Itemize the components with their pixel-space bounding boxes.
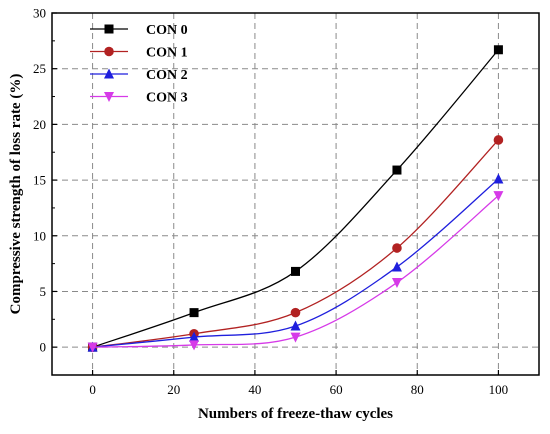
y-tick-label: 0 bbox=[40, 340, 47, 355]
data-point bbox=[392, 165, 402, 175]
data-point bbox=[87, 342, 98, 353]
y-tick-label: 30 bbox=[33, 6, 46, 21]
y-tick-label: 10 bbox=[33, 228, 46, 243]
legend-label: CON 1 bbox=[146, 46, 188, 61]
y-tick-label: 15 bbox=[33, 173, 46, 188]
x-tick-label: 80 bbox=[411, 382, 424, 397]
legend-marker bbox=[104, 24, 114, 34]
data-point bbox=[493, 173, 504, 184]
legend-label: CON 3 bbox=[146, 91, 188, 106]
legend: CON 0 CON 1 CON 2 CON 3 bbox=[90, 23, 188, 106]
data-point bbox=[290, 307, 301, 318]
y-axis-label: Compressive strength of loss rate (%) bbox=[8, 74, 24, 315]
data-point bbox=[493, 135, 504, 145]
y-tick-label: 5 bbox=[40, 284, 47, 299]
legend-marker bbox=[104, 46, 114, 57]
data-point bbox=[493, 45, 503, 55]
y-tick-label: 20 bbox=[33, 117, 46, 132]
data-point bbox=[493, 191, 504, 202]
data-point bbox=[290, 320, 301, 331]
data-point bbox=[290, 332, 301, 343]
legend-label: CON 2 bbox=[146, 68, 188, 83]
plot-frame bbox=[51, 12, 540, 376]
legend-marker bbox=[104, 92, 114, 102]
x-axis-label: Numbers of freeze-thaw cycles bbox=[198, 406, 393, 422]
legend-marker bbox=[104, 68, 114, 79]
legend-label: CON 0 bbox=[146, 23, 188, 38]
series-3 bbox=[87, 191, 504, 353]
x-tick-label: 40 bbox=[248, 382, 261, 397]
x-tick-label: 60 bbox=[330, 382, 343, 397]
series-line bbox=[92, 49, 499, 348]
data-point bbox=[391, 261, 402, 272]
series-1 bbox=[87, 135, 504, 352]
x-tick-label: 0 bbox=[89, 382, 96, 397]
data-point bbox=[189, 331, 200, 342]
data-point bbox=[291, 266, 300, 276]
data-point bbox=[189, 340, 200, 351]
data-point bbox=[392, 243, 402, 253]
data-point bbox=[189, 308, 199, 318]
axes: 0 20 40 60 80 100 0 5 10 15 20 25 30 bbox=[33, 6, 508, 398]
x-tick-label: 100 bbox=[489, 382, 509, 397]
data-point bbox=[391, 278, 402, 289]
x-tick-label: 20 bbox=[167, 382, 180, 397]
series-layer bbox=[87, 45, 504, 353]
y-tick-label: 25 bbox=[33, 61, 46, 76]
series-2 bbox=[87, 173, 504, 352]
